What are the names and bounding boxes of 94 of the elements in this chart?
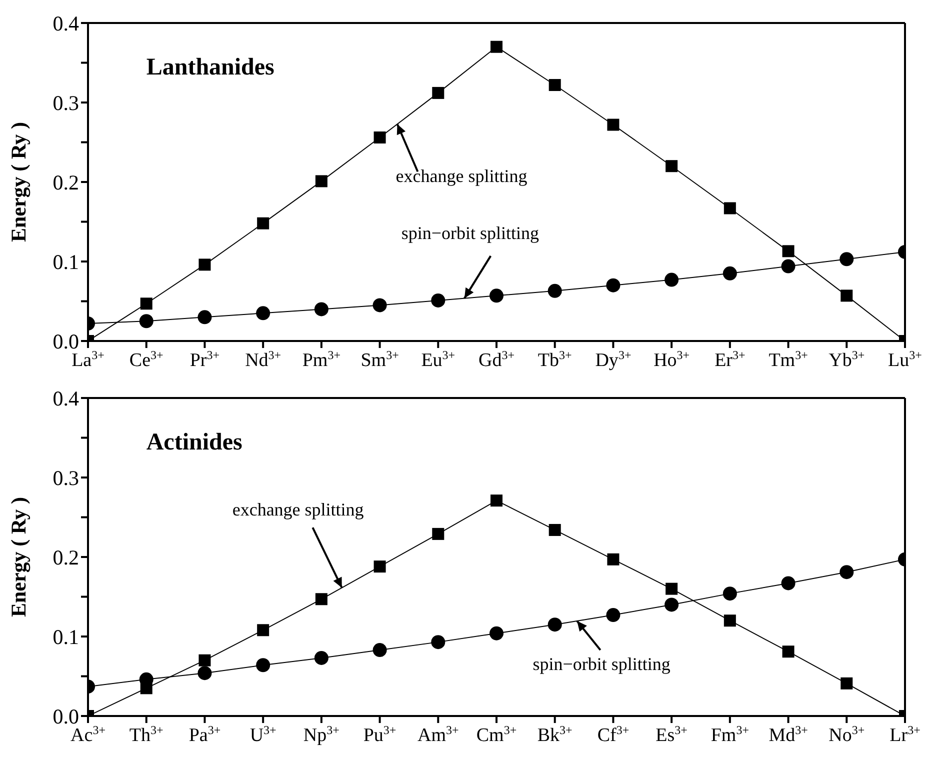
text: Actinides xyxy=(146,430,242,456)
point xyxy=(257,624,270,636)
point xyxy=(722,266,737,280)
y-tick-label: 0.2 xyxy=(52,545,79,570)
x-tick-label: Eu$^{3+}$ xyxy=(421,348,456,371)
y-tick-label: 0.4 xyxy=(52,386,80,410)
point xyxy=(606,608,620,622)
point xyxy=(722,586,737,601)
y-tick-label: 0.3 xyxy=(52,90,79,115)
point xyxy=(198,258,211,271)
x-tick-label: Fm$^{3+}$ xyxy=(710,723,750,746)
x-tick-label: Ce$^{3+}$ xyxy=(129,348,164,371)
point xyxy=(314,302,328,316)
x-tick-label: Es$^{3+}$ xyxy=(656,723,688,746)
point xyxy=(256,306,270,320)
x-tick-label: Np$^{3+}$ xyxy=(303,723,340,746)
point xyxy=(372,643,387,658)
x-tick-label: Md$^{3+}$ xyxy=(768,723,808,746)
point xyxy=(781,259,796,274)
point xyxy=(490,288,504,303)
point xyxy=(840,290,853,302)
x-tick-label: Cf$^{3+}$ xyxy=(597,723,630,746)
x-tick-label: Lr$^{3+}$ xyxy=(890,723,921,746)
point xyxy=(781,576,796,590)
point xyxy=(372,298,387,312)
point xyxy=(664,598,679,612)
text: spin−orbit splitting xyxy=(401,223,540,244)
y-tick-label: 0.3 xyxy=(52,466,79,490)
x-tick-label: Gd$^{3+}$ xyxy=(478,348,515,371)
point xyxy=(315,175,328,188)
x-tick-label: Pm$^{3+}$ xyxy=(302,348,341,371)
point xyxy=(374,131,386,144)
point xyxy=(490,626,504,640)
point xyxy=(198,666,212,680)
point xyxy=(782,245,794,258)
point xyxy=(490,494,502,507)
point xyxy=(664,272,679,287)
point xyxy=(607,553,620,566)
x-tick-label: No$^{3+}$ xyxy=(828,723,865,746)
y-tick-label: 0.1 xyxy=(52,250,79,274)
point xyxy=(257,217,270,230)
x-tick-label: Tm$^{3+}$ xyxy=(768,348,808,371)
x-tick-label: Dy$^{3+}$ xyxy=(595,348,632,371)
point xyxy=(140,298,152,310)
x-tick-label: Th$^{3+}$ xyxy=(129,723,164,746)
y-axis-title: Energy ( Ry ) xyxy=(6,497,30,617)
x-tick-label: Bk$^{3+}$ xyxy=(537,723,573,746)
x-tick-label: Pu$^{3+}$ xyxy=(363,723,396,746)
point xyxy=(432,528,444,540)
point xyxy=(548,524,561,536)
x-tick-label: Pr$^{3+}$ xyxy=(190,348,220,371)
point xyxy=(606,278,620,292)
point xyxy=(666,582,678,595)
x-tick-label: Am$^{3+}$ xyxy=(418,723,459,746)
point xyxy=(431,293,446,308)
point xyxy=(314,650,328,665)
legend-label: spin−orbit splitting xyxy=(532,654,670,674)
point xyxy=(840,565,854,580)
point xyxy=(374,560,386,573)
point xyxy=(431,635,446,650)
y-tick-label: 0.2 xyxy=(52,170,79,194)
point xyxy=(198,310,212,324)
point xyxy=(666,160,678,172)
y-tick-label: 0.4 xyxy=(52,11,80,36)
point xyxy=(724,202,736,214)
point xyxy=(607,118,620,131)
x-tick-label: U$^{3+}$ xyxy=(250,723,277,746)
x-tick-label: Ho$^{3+}$ xyxy=(654,348,690,371)
x-tick-label: Yb$^{3+}$ xyxy=(828,348,865,371)
point xyxy=(490,40,502,53)
point xyxy=(548,284,562,298)
point xyxy=(198,654,211,666)
point xyxy=(315,593,328,606)
x-tick-label: Lu$^{3+}$ xyxy=(888,348,922,371)
x-tick-label: Tb$^{3+}$ xyxy=(538,348,572,371)
point xyxy=(256,658,270,672)
x-tick-label: Pa$^{3+}$ xyxy=(188,723,221,746)
point xyxy=(548,618,562,632)
x-tick-label: Sm$^{3+}$ xyxy=(360,348,400,371)
point xyxy=(724,614,736,627)
point xyxy=(782,646,794,658)
point xyxy=(139,314,154,328)
x-tick-label: Er$^{3+}$ xyxy=(714,348,746,371)
y-axis-title: Energy ( Ry ) xyxy=(6,122,30,242)
point xyxy=(432,86,444,99)
x-tick-label: Cm$^{3+}$ xyxy=(476,723,517,746)
point xyxy=(548,79,561,92)
point xyxy=(840,252,854,266)
point xyxy=(840,677,853,690)
text: Lanthanides xyxy=(146,54,274,81)
text: exchange splitting xyxy=(232,500,364,520)
series-label: exchange splitting xyxy=(396,166,528,186)
y-tick-label: 0.1 xyxy=(52,624,79,649)
x-tick-label: Nd$^{3+}$ xyxy=(245,348,282,371)
